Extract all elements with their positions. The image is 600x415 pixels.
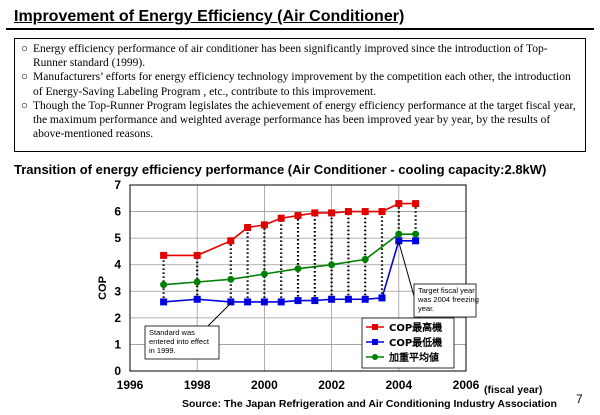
data-point-series-2 — [412, 237, 420, 245]
data-point-series-2 — [378, 294, 386, 302]
intro-bullet-text: Manufacturers’ efforts for energy effici… — [33, 71, 571, 98]
y-tick-label: 2 — [114, 311, 121, 325]
intro-bullet-2: ○ Manufacturers’ efforts for energy effi… — [21, 70, 579, 98]
page-number: 7 — [576, 392, 583, 406]
x-tick-label: 2006 — [453, 378, 480, 392]
data-point-series-3 — [260, 270, 268, 278]
data-point-series-1 — [311, 209, 319, 217]
data-point-series-1 — [395, 200, 403, 208]
data-point-series-3 — [193, 278, 201, 286]
y-axis-label: COP — [97, 276, 109, 300]
annotation-box — [144, 325, 220, 360]
data-point-series-3 — [294, 265, 302, 273]
legend-swatch-marker — [372, 339, 378, 345]
title-bar: Improvement of Energy Efficiency (Air Co… — [6, 4, 594, 30]
data-point-series-1 — [193, 251, 201, 259]
x-tick-label: 2000 — [251, 378, 278, 392]
intro-bullet-text: Energy efficiency performance of air con… — [33, 43, 548, 70]
intro-bullet-3: ○ Though the Top-Runner Program legislat… — [21, 99, 579, 142]
annotation-arrow — [398, 241, 415, 297]
bullet-mark: ○ — [21, 43, 28, 55]
data-point-series-2 — [277, 298, 285, 306]
data-point-series-1 — [378, 208, 386, 216]
bullet-mark: ○ — [21, 99, 28, 112]
plot-border — [129, 184, 467, 372]
data-point-series-1 — [260, 221, 268, 229]
data-point-series-2 — [344, 295, 352, 303]
data-point-series-2 — [193, 295, 201, 303]
legend-swatch-marker — [372, 354, 378, 360]
intro-bullet-1: ○ Energy efficiency performance of air c… — [21, 42, 579, 70]
legend-label: COP最高機 — [389, 321, 442, 334]
data-point-series-1 — [412, 200, 420, 208]
bullet-mark: ○ — [21, 71, 28, 84]
data-point-series-1 — [277, 214, 285, 222]
data-point-series-2 — [328, 295, 336, 303]
data-point-series-2 — [361, 295, 369, 303]
y-tick-label: 0 — [114, 364, 121, 378]
y-tick-label: 5 — [114, 231, 121, 245]
data-point-series-3 — [361, 255, 369, 263]
legend-swatch-marker — [372, 324, 378, 330]
y-tick-label: 7 — [114, 178, 121, 192]
intro-bullet-text: Though the Top-Runner Program legislates… — [33, 99, 576, 141]
x-tick-label: 2002 — [318, 378, 345, 392]
data-point-series-1 — [160, 251, 168, 259]
annotation-text: Standard was entered into effect in 1999. — [149, 328, 210, 355]
legend-label: 加重平均値 — [388, 351, 439, 364]
annotation-arrow — [207, 302, 232, 327]
data-point-series-3 — [328, 261, 336, 269]
y-tick-label: 4 — [114, 258, 121, 272]
intro-box: ○ Energy efficiency performance of air c… — [14, 38, 586, 152]
data-point-series-3 — [160, 281, 168, 289]
y-tick-label: 6 — [114, 205, 121, 219]
data-point-series-2 — [260, 298, 268, 306]
data-point-series-3 — [227, 275, 235, 283]
legend-label: COP最低機 — [389, 336, 442, 349]
y-tick-label: 1 — [114, 337, 121, 351]
x-tick-label: 2004 — [385, 378, 412, 392]
chart-title: Transition of energy efficiency performa… — [14, 162, 547, 177]
data-point-series-1 — [294, 212, 302, 220]
x-tick-label: 1996 — [117, 378, 144, 392]
data-point-series-2 — [160, 298, 168, 306]
data-point-series-1 — [227, 237, 235, 245]
data-point-series-3 — [395, 230, 403, 238]
data-point-series-2 — [311, 297, 319, 305]
x-axis-label: (fiscal year) — [484, 384, 542, 396]
source-credit: Source: The Japan Refrigeration and Air … — [182, 398, 557, 410]
data-point-series-3 — [412, 230, 420, 238]
x-tick-label: 1998 — [184, 378, 211, 392]
data-point-series-1 — [361, 208, 369, 216]
data-point-series-1 — [328, 209, 336, 217]
annotation-box — [413, 283, 477, 318]
annotation-text: Target fiscal year was 2004 freezing year. — [417, 286, 479, 313]
data-point-series-2 — [244, 298, 252, 306]
data-point-series-2 — [227, 298, 235, 306]
data-point-series-1 — [344, 208, 352, 216]
data-point-series-2 — [294, 297, 302, 305]
data-point-series-1 — [244, 224, 252, 232]
page-title: Improvement of Energy Efficiency (Air Co… — [14, 8, 405, 25]
y-tick-label: 3 — [114, 284, 121, 298]
